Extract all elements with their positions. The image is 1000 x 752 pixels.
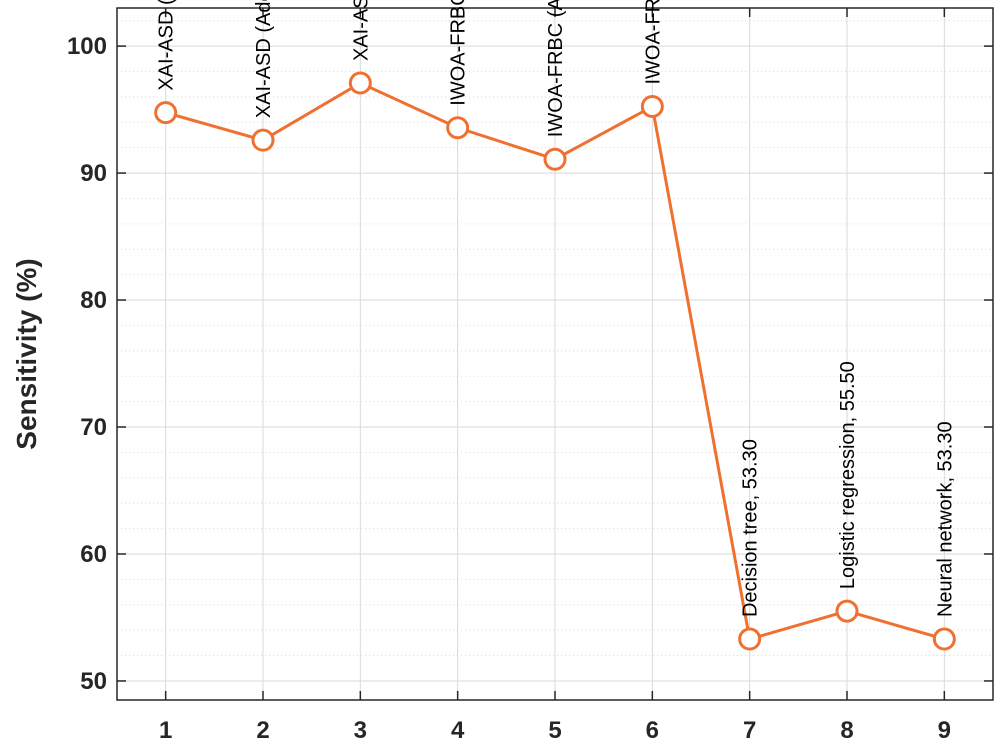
data-label: XAI-ASD (Children), 94.76: [156, 0, 178, 91]
x-tick-label: 1: [159, 717, 172, 744]
data-point: [446, 116, 470, 140]
tick-marks: [117, 8, 993, 700]
y-tick-label: 80: [80, 287, 107, 314]
data-label: XAI-ASD (Adolescent), 92.59: [253, 0, 275, 118]
y-tick-label: 100: [67, 33, 107, 60]
data-label: Neural network, 53.30: [934, 421, 956, 617]
data-point: [835, 599, 859, 623]
series-line-layer: [154, 71, 956, 651]
data-label: Logistic regression, 55.50: [837, 361, 859, 589]
data-point: [738, 627, 762, 651]
y-tick-label: 90: [80, 160, 107, 187]
data-label: Decision tree, 53.30: [740, 439, 762, 617]
x-tick-label: 4: [451, 717, 465, 744]
data-point: [543, 147, 567, 171]
data-point: [640, 95, 664, 119]
x-tick-label: 6: [646, 717, 659, 744]
data-label: XAI-ASD (Adult), 97.09: [350, 0, 372, 61]
y-tick-label: 70: [80, 414, 107, 441]
x-tick-label: 5: [548, 717, 561, 744]
x-tick-labels: 1 2 3 4 5 6 7 8 9: [159, 717, 951, 744]
data-label: IWOA-FRBC (Adult), 95.24: [642, 0, 664, 85]
data-point: [348, 71, 372, 95]
x-tick-label: 7: [743, 717, 756, 744]
y-tick-label: 60: [80, 541, 107, 568]
x-tick-label: 2: [256, 717, 269, 744]
x-tick-label: 3: [354, 717, 367, 744]
y-tick-labels: 50 60 70 80 90 100: [67, 33, 107, 695]
data-point: [154, 101, 178, 125]
data-point: [251, 128, 275, 152]
y-tick-label: 50: [80, 668, 107, 695]
data-label: IWOA-FRBC (Children), 93.57: [448, 0, 470, 106]
data-labels-layer: XAI-ASD (Children), 94.76 XAI-ASD (Adoles…: [156, 0, 957, 617]
grid: [117, 8, 993, 700]
x-tick-label: 8: [840, 717, 853, 744]
x-tick-label: 9: [938, 717, 951, 744]
data-label: IWOA-FRBC (Adolescent), 91.09: [545, 0, 567, 137]
data-point: [932, 627, 956, 651]
y-axis-title: Sensitivity (%): [11, 258, 42, 449]
